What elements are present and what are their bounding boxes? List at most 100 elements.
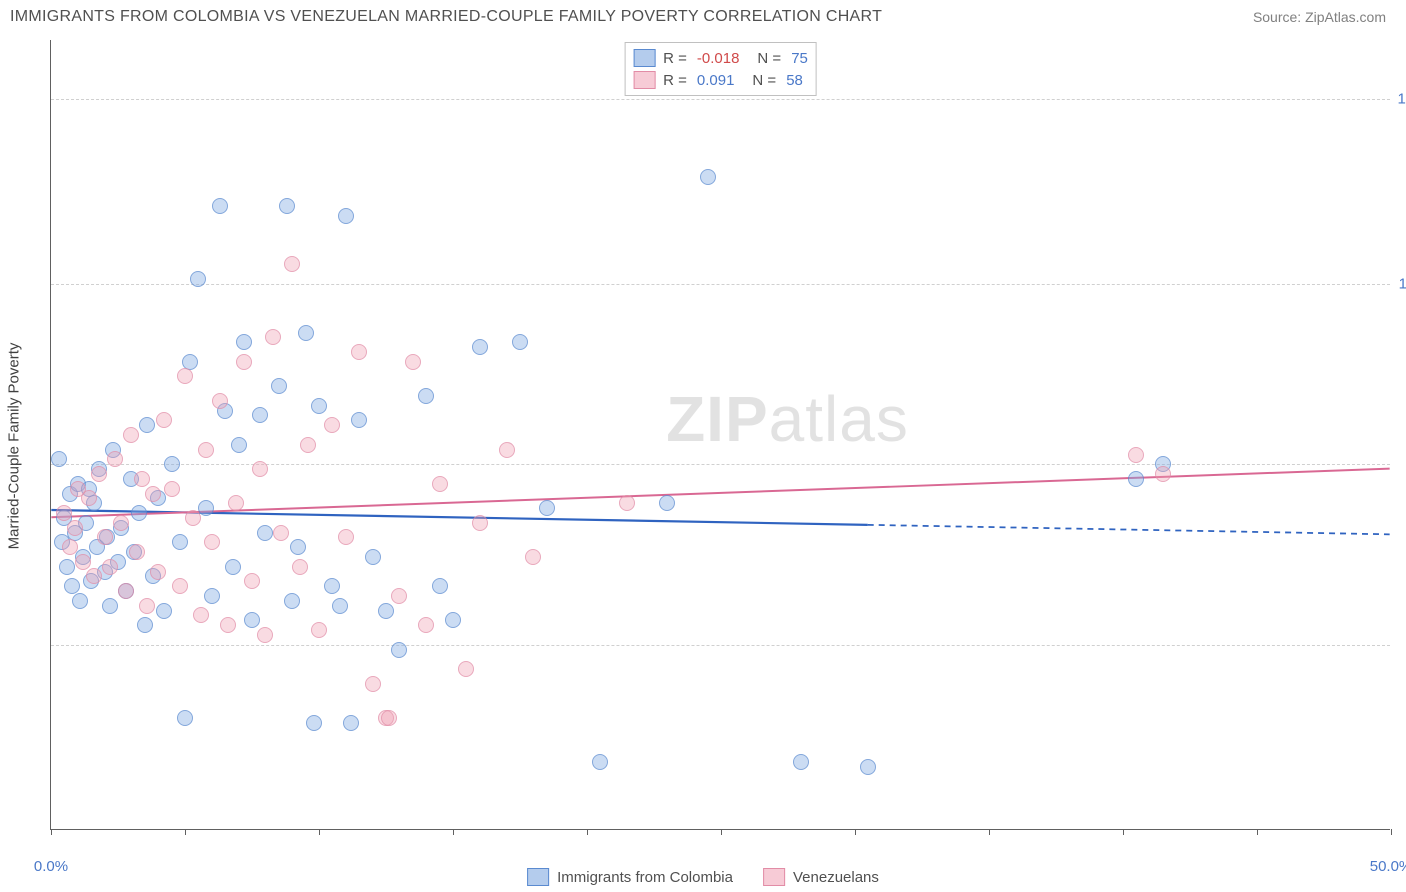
scatter-point xyxy=(338,208,354,224)
scatter-point xyxy=(351,412,367,428)
legend-swatch xyxy=(527,868,549,886)
scatter-point xyxy=(236,354,252,370)
y-tick-label: 7.5% xyxy=(1394,456,1406,473)
scatter-point xyxy=(91,466,107,482)
scatter-point xyxy=(177,368,193,384)
scatter-point xyxy=(129,544,145,560)
series-legend-item: Venezuelans xyxy=(763,868,879,886)
scatter-point xyxy=(102,598,118,614)
scatter-point xyxy=(190,271,206,287)
scatter-point xyxy=(123,427,139,443)
legend-row: R =0.091N =58 xyxy=(633,69,808,91)
scatter-point xyxy=(225,559,241,575)
legend-row: R =-0.018N =75 xyxy=(633,47,808,69)
source-attribution: Source: ZipAtlas.com xyxy=(1253,9,1386,25)
scatter-point xyxy=(311,622,327,638)
series-legend: Immigrants from ColombiaVenezuelans xyxy=(527,868,879,886)
x-tick xyxy=(319,829,320,835)
scatter-point xyxy=(306,715,322,731)
legend-swatch xyxy=(633,49,655,67)
chart-title: IMMIGRANTS FROM COLOMBIA VS VENEZUELAN M… xyxy=(10,8,882,26)
scatter-point xyxy=(405,354,421,370)
scatter-point xyxy=(228,495,244,511)
watermark-rest: atlas xyxy=(769,383,909,455)
scatter-point xyxy=(137,617,153,633)
scatter-point xyxy=(1155,466,1171,482)
scatter-point xyxy=(284,593,300,609)
scatter-point xyxy=(418,617,434,633)
y-tick-label: 11.2% xyxy=(1394,275,1406,292)
scatter-point xyxy=(72,593,88,609)
scatter-point xyxy=(244,573,260,589)
scatter-point xyxy=(793,754,809,770)
scatter-point xyxy=(351,344,367,360)
scatter-point xyxy=(265,329,281,345)
y-axis-label: Married-Couple Family Poverty xyxy=(6,343,23,550)
scatter-point xyxy=(273,525,289,541)
scatter-point xyxy=(81,490,97,506)
scatter-point xyxy=(212,198,228,214)
scatter-point xyxy=(290,539,306,555)
scatter-point xyxy=(145,486,161,502)
watermark: ZIPatlas xyxy=(666,382,909,456)
scatter-point xyxy=(284,256,300,272)
x-tick xyxy=(721,829,722,835)
scatter-point xyxy=(134,471,150,487)
scatter-point xyxy=(338,529,354,545)
scatter-point xyxy=(592,754,608,770)
scatter-point xyxy=(365,676,381,692)
y-tick-label: 15.0% xyxy=(1394,90,1406,107)
legend-r-value: -0.018 xyxy=(697,50,740,67)
scatter-point xyxy=(472,339,488,355)
grid-line xyxy=(51,284,1390,285)
scatter-point xyxy=(193,607,209,623)
scatter-point xyxy=(311,398,327,414)
scatter-point xyxy=(177,710,193,726)
scatter-point xyxy=(324,417,340,433)
scatter-point xyxy=(59,559,75,575)
legend-r-label: R = xyxy=(663,72,687,89)
scatter-point xyxy=(499,442,515,458)
scatter-point xyxy=(131,505,147,521)
scatter-point xyxy=(418,388,434,404)
watermark-bold: ZIP xyxy=(666,383,769,455)
scatter-point xyxy=(51,451,67,467)
x-tick-label: 50.0% xyxy=(1370,858,1406,875)
scatter-point xyxy=(539,500,555,516)
x-tick xyxy=(1391,829,1392,835)
scatter-point xyxy=(332,598,348,614)
scatter-point xyxy=(1128,471,1144,487)
scatter-point xyxy=(113,515,129,531)
scatter-point xyxy=(75,554,91,570)
x-tick xyxy=(1123,829,1124,835)
legend-n-value: 58 xyxy=(786,72,803,89)
legend-r-value: 0.091 xyxy=(697,72,735,89)
scatter-point xyxy=(300,437,316,453)
scatter-point xyxy=(378,603,394,619)
scatter-point xyxy=(298,325,314,341)
scatter-point xyxy=(185,510,201,526)
scatter-point xyxy=(432,476,448,492)
scatter-point xyxy=(619,495,635,511)
scatter-point xyxy=(150,564,166,580)
scatter-point xyxy=(700,169,716,185)
scatter-point xyxy=(164,481,180,497)
x-tick xyxy=(185,829,186,835)
scatter-point xyxy=(139,417,155,433)
scatter-point xyxy=(107,451,123,467)
scatter-point xyxy=(139,598,155,614)
scatter-point xyxy=(343,715,359,731)
scatter-point xyxy=(257,627,273,643)
legend-n-value: 75 xyxy=(791,50,808,67)
scatter-point xyxy=(172,578,188,594)
scatter-point xyxy=(365,549,381,565)
scatter-point xyxy=(292,559,308,575)
scatter-point xyxy=(236,334,252,350)
legend-n-label: N = xyxy=(757,50,781,67)
scatter-point xyxy=(1128,447,1144,463)
scatter-point xyxy=(118,583,134,599)
correlation-legend: R =-0.018N =75R =0.091N =58 xyxy=(624,42,817,96)
legend-swatch xyxy=(633,71,655,89)
scatter-point xyxy=(64,578,80,594)
scatter-point xyxy=(204,534,220,550)
